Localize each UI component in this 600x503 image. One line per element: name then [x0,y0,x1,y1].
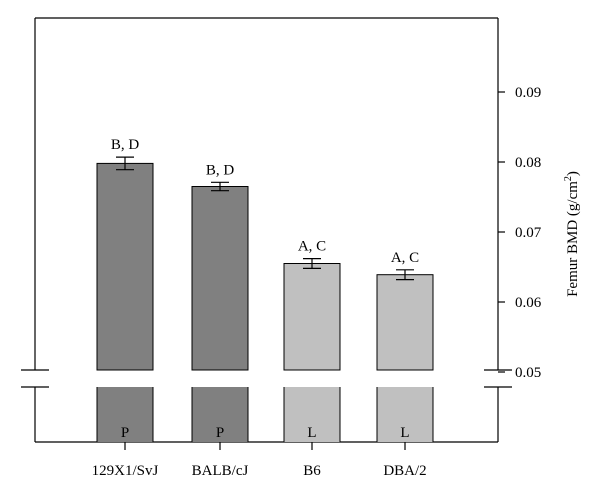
bar-upper-DBA/2 [376,274,434,371]
group-letter: L [400,425,409,441]
y-tick-label: 0.07 [515,225,542,241]
y-axis-label-text: Femur BMD (g/cm [565,181,581,297]
significance-label: B, D [111,137,140,153]
bar-lower-129X1/SvJ [97,387,153,442]
labels-layer: B, D P 129X1/SvJ B, D P BALB/cJ A, C L B6 A, C L DB… [92,85,542,479]
bar-upper-BALB/cJ [191,186,249,371]
significance-label: B, D [206,162,235,178]
x-tick-label: DBA/2 [383,463,426,479]
y-axis-label: Femur BMD (g/cm2) [563,171,581,297]
y-axis-label-superscript: 2 [563,176,574,181]
significance-label: A, C [298,239,326,255]
bars-layer [96,156,434,442]
bar-lower-B6 [284,387,340,442]
group-letter: P [121,425,129,441]
group-letter: L [307,425,316,441]
y-tick-label: 0.05 [515,365,541,381]
bar-upper-129X1/SvJ [96,162,154,371]
y-axis-label-close: ) [565,171,581,176]
y-axis [124,91,505,450]
bar-upper-B6 [283,263,341,371]
x-tick-label: 129X1/SvJ [92,463,159,479]
bar-lower-BALB/cJ [192,387,248,442]
x-tick-label: BALB/cJ [192,463,249,479]
significance-label: A, C [391,250,419,266]
plot-frame [21,17,512,443]
bar-lower-DBA/2 [377,387,433,442]
x-tick-label: B6 [303,463,321,479]
y-tick-label: 0.09 [515,85,541,101]
y-tick-label: 0.06 [515,295,542,311]
group-letter: P [216,425,224,441]
y-tick-label: 0.08 [515,155,541,171]
